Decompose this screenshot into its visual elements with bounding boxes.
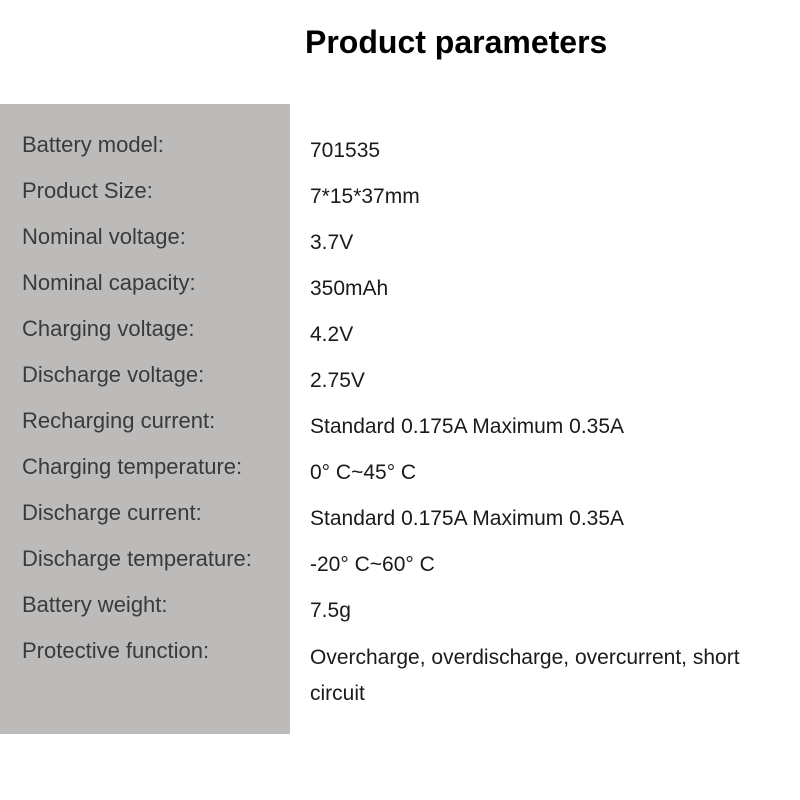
- spec-value: Standard 0.175A Maximum 0.35A: [310, 404, 790, 450]
- spec-value: 701535: [310, 128, 790, 174]
- spec-label: Discharge current:: [22, 490, 290, 536]
- spec-label: Product Size:: [22, 168, 290, 214]
- spec-sheet: Product parameters Battery model: Produc…: [0, 0, 800, 800]
- spec-label: Charging temperature:: [22, 444, 290, 490]
- spec-value: 7*15*37mm: [310, 174, 790, 220]
- spec-value: 2.75V: [310, 358, 790, 404]
- values-column: 701535 7*15*37mm 3.7V 350mAh 4.2V 2.75V …: [310, 104, 790, 712]
- spec-value: 4.2V: [310, 312, 790, 358]
- spec-value: 350mAh: [310, 266, 790, 312]
- spec-value: Overcharge, overdischarge, overcurrent, …: [310, 634, 790, 712]
- spec-value: 0° C~45° C: [310, 450, 790, 496]
- spec-label: Charging voltage:: [22, 306, 290, 352]
- spec-label: Battery weight:: [22, 582, 290, 628]
- spec-label: Battery model:: [22, 122, 290, 168]
- spec-value: -20° C~60° C: [310, 542, 790, 588]
- spec-label: Nominal capacity:: [22, 260, 290, 306]
- page-title: Product parameters: [305, 24, 607, 61]
- spec-label: Nominal voltage:: [22, 214, 290, 260]
- spec-value: Standard 0.175A Maximum 0.35A: [310, 496, 790, 542]
- spec-label: Discharge temperature:: [22, 536, 290, 582]
- spec-value: 3.7V: [310, 220, 790, 266]
- spec-value: 7.5g: [310, 588, 790, 634]
- labels-column: Battery model: Product Size: Nominal vol…: [0, 104, 290, 734]
- spec-label: Discharge voltage:: [22, 352, 290, 398]
- spec-label: Protective function:: [22, 628, 290, 674]
- spec-label: Recharging current:: [22, 398, 290, 444]
